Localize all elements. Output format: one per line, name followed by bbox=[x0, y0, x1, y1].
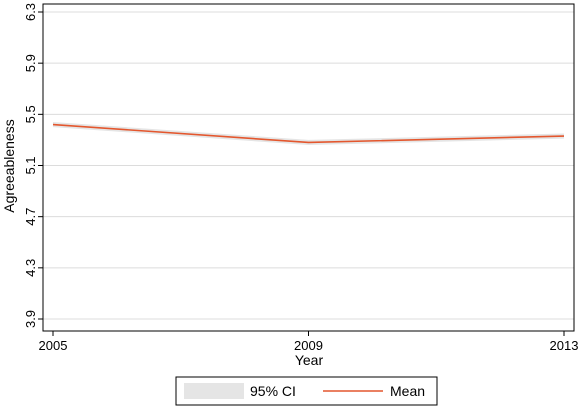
y-tick-label: 4.3 bbox=[23, 259, 38, 277]
legend: 95% CI Mean bbox=[175, 376, 438, 406]
legend-ci-swatch bbox=[184, 383, 244, 399]
y-tick-label: 5.9 bbox=[23, 54, 38, 72]
y-tick-label: 4.7 bbox=[23, 208, 38, 226]
plot-frame bbox=[42, 3, 575, 332]
legend-box bbox=[175, 376, 438, 406]
x-tick-label: 2013 bbox=[550, 338, 579, 353]
x-axis-label: Year bbox=[295, 352, 324, 368]
ci-band bbox=[53, 122, 564, 146]
x-tick-label: 2009 bbox=[294, 338, 323, 353]
mean-line bbox=[52, 123, 565, 144]
y-axis-label: Agreeableness bbox=[1, 119, 17, 212]
legend-ci-label: 95% CI bbox=[250, 383, 296, 399]
y-tick-label: 5.5 bbox=[23, 105, 38, 123]
y-tick-label: 3.9 bbox=[23, 310, 38, 328]
legend-mean-label: Mean bbox=[390, 383, 425, 399]
y-tick-label: 6.3 bbox=[23, 3, 38, 21]
x-tick-label: 2005 bbox=[39, 338, 68, 353]
y-tick-label: 5.1 bbox=[23, 156, 38, 174]
